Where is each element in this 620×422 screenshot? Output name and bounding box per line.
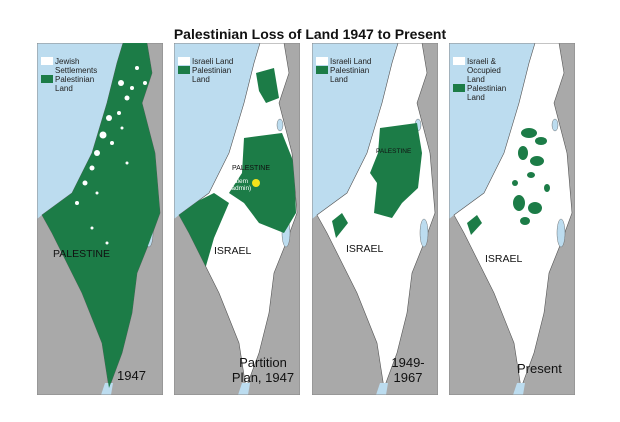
map-panel-1947: Jewish Settlements Palestinian Land PALE… [37,43,163,395]
legend-swatch-white [316,57,328,65]
map-title: Palestinian Loss of Land 1947 to Present [173,26,447,42]
legend-label-green: Palestinian Land [55,75,95,93]
legend-swatch-white [453,57,465,65]
jerusalem-marker [252,179,260,187]
region-label: PALESTINE [53,248,110,260]
legend-label-green: Palestinian Land [330,66,370,84]
caption: Partition Plan, 1947 [231,355,295,385]
map-panel-present: Israeli & Occupied Land Palestinian Land… [449,43,575,395]
legend-swatch-green [178,66,190,74]
map-1947 [37,43,163,395]
caption: 1947 [117,368,146,383]
palestinian-enclaves [467,128,550,235]
legend-label-white: Israeli Land [330,57,372,66]
region-label: ISRAEL [214,245,252,257]
region-label: ISRAEL [346,243,384,255]
legend: Jewish Settlements Palestinian Land [41,57,105,93]
legend-label-white: Israeli Land [192,57,234,66]
legend-label-green: Palestinian Land [192,66,232,84]
inner-label: PALESTINE [232,165,270,172]
legend-swatch-green [453,84,465,92]
map-panel-1949-1967: Israeli Land Palestinian Land PALESTINE … [312,43,438,395]
legend-label-white: Israeli & Occupied Land [467,57,501,84]
map-1949-1967 [312,43,438,395]
caption: Present [517,361,562,376]
legend-swatch-white [41,57,53,65]
legend-swatch-green [316,66,328,74]
map-present [449,43,575,395]
caption: 1949-1967 [391,355,425,385]
map-panel-partition-plan: Israeli Land Palestinian Land PALESTINE … [174,43,300,395]
legend: Israeli & Occupied Land Palestinian Land [453,57,511,102]
legend-label-green: Palestinian Land [467,84,507,102]
map-partition-plan [174,43,300,395]
legend-swatch-green [41,75,53,83]
legend: Israeli Land Palestinian Land [316,57,371,84]
region-label: ISRAEL [485,253,523,265]
jewish-settlements [75,66,147,245]
legend-swatch-white [178,57,190,65]
legend-label-white: Jewish Settlements [55,57,98,75]
jerusalem-label: Jerusalem (UN admin) [218,178,252,192]
legend: Israeli Land Palestinian Land [178,57,233,84]
inner-label: PALESTINE [376,148,412,155]
